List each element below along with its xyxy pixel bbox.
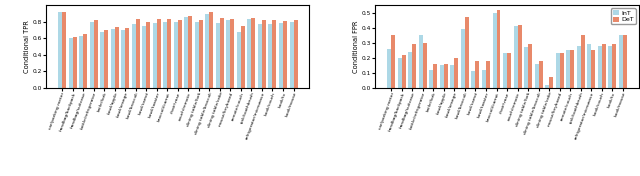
Bar xyxy=(142,26,146,88)
Legend: InT, DeT: InT, DeT xyxy=(611,8,636,24)
Bar xyxy=(273,20,276,88)
Bar xyxy=(121,30,125,88)
Bar xyxy=(391,35,396,88)
Bar xyxy=(146,22,150,88)
Bar xyxy=(387,49,391,88)
Bar xyxy=(556,53,559,88)
Bar xyxy=(451,65,454,88)
Bar xyxy=(237,32,241,88)
Bar xyxy=(454,58,458,88)
Bar xyxy=(58,12,62,88)
Bar xyxy=(534,64,539,88)
Bar xyxy=(587,44,591,88)
Bar xyxy=(461,29,465,88)
Bar xyxy=(100,32,104,88)
Bar xyxy=(136,19,140,88)
Bar xyxy=(412,44,417,88)
Bar xyxy=(472,71,476,88)
Bar xyxy=(580,35,585,88)
Bar xyxy=(497,10,500,88)
Y-axis label: Conditional FPR: Conditional FPR xyxy=(353,20,359,73)
Bar xyxy=(199,20,203,88)
Bar xyxy=(398,58,402,88)
Bar xyxy=(83,34,87,88)
Bar xyxy=(612,44,616,88)
Bar xyxy=(241,26,245,88)
Bar xyxy=(167,18,172,88)
Bar xyxy=(258,24,262,88)
Bar xyxy=(157,19,161,88)
Bar xyxy=(216,23,220,88)
Bar xyxy=(486,61,490,88)
Bar xyxy=(528,44,532,88)
Bar xyxy=(619,35,623,88)
Bar xyxy=(93,20,98,88)
Bar xyxy=(163,22,167,88)
Bar xyxy=(289,22,294,88)
Bar xyxy=(444,64,448,88)
Bar xyxy=(115,27,118,88)
Bar xyxy=(294,20,298,88)
Bar xyxy=(188,16,192,88)
Bar xyxy=(248,18,252,88)
Bar xyxy=(566,50,570,88)
Bar xyxy=(513,26,518,88)
Bar xyxy=(482,70,486,88)
Bar xyxy=(623,35,627,88)
Bar xyxy=(524,47,528,88)
Bar xyxy=(539,61,543,88)
Bar xyxy=(559,53,564,88)
Bar xyxy=(279,23,283,88)
Bar xyxy=(440,65,444,88)
Bar xyxy=(184,17,188,88)
Bar xyxy=(220,18,224,88)
Bar xyxy=(178,20,182,88)
Bar xyxy=(205,14,209,88)
Bar xyxy=(209,12,213,88)
Bar xyxy=(465,17,469,88)
Bar xyxy=(419,35,423,88)
Bar xyxy=(429,70,433,88)
Bar xyxy=(262,20,266,88)
Bar xyxy=(518,25,522,88)
Bar xyxy=(111,29,115,88)
Bar xyxy=(132,24,136,88)
Bar xyxy=(283,21,287,88)
Bar xyxy=(476,61,479,88)
Y-axis label: Conditional TPR: Conditional TPR xyxy=(24,20,30,73)
Bar xyxy=(153,23,157,88)
Bar xyxy=(79,36,83,88)
Bar xyxy=(268,24,273,88)
Bar xyxy=(195,22,199,88)
Bar xyxy=(493,13,497,88)
Bar xyxy=(252,18,255,88)
Bar xyxy=(598,46,602,88)
Bar xyxy=(62,12,66,88)
Bar xyxy=(549,77,553,88)
Bar xyxy=(503,53,507,88)
Bar xyxy=(433,64,437,88)
Bar xyxy=(402,55,406,88)
Bar xyxy=(72,37,77,88)
Bar xyxy=(230,19,234,88)
Bar xyxy=(545,85,549,88)
Bar xyxy=(570,50,574,88)
Bar xyxy=(608,46,612,88)
Bar xyxy=(591,50,595,88)
Bar xyxy=(408,52,412,88)
Bar xyxy=(507,53,511,88)
Bar xyxy=(104,30,108,88)
Bar xyxy=(174,22,178,88)
Bar xyxy=(577,46,580,88)
Bar xyxy=(125,28,129,88)
Bar xyxy=(602,44,605,88)
Bar xyxy=(227,20,230,88)
Bar xyxy=(68,38,72,88)
Bar xyxy=(90,22,93,88)
Bar xyxy=(423,43,427,88)
